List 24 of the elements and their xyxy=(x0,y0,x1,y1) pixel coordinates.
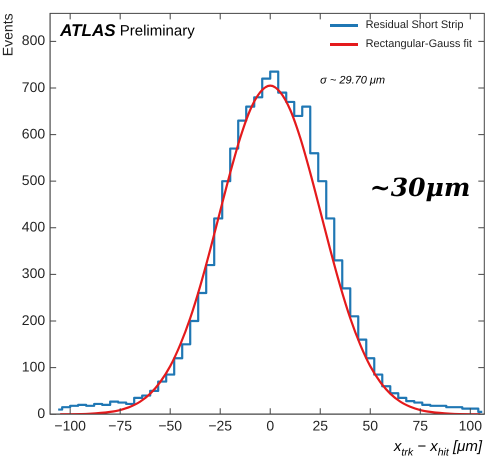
y-tick-label: 800 xyxy=(22,32,46,48)
x-tick-label: −100 xyxy=(54,417,86,434)
x-tick-label: 50 xyxy=(362,417,378,434)
annotation: ATLAS Preliminary xyxy=(59,21,196,40)
x-tick-label: 75 xyxy=(412,417,428,434)
legend-label: Rectangular-Gauss fit xyxy=(366,37,472,52)
x-tick-label: −25 xyxy=(208,417,232,434)
y-tick-label: 200 xyxy=(22,312,46,328)
annotation: σ ~ 29.70 μm xyxy=(320,74,386,86)
x-tick-label: 100 xyxy=(458,417,482,434)
annotation: ~30μm xyxy=(370,172,470,202)
y-tick-label: 0 xyxy=(37,405,46,422)
x-tick-label: −75 xyxy=(108,417,132,434)
y-tick-label: 500 xyxy=(22,172,46,188)
x-tick-label: 25 xyxy=(312,417,328,434)
y-tick-label: 100 xyxy=(22,358,46,374)
y-tick-label: 400 xyxy=(22,218,46,235)
y-tick-label: 700 xyxy=(22,78,46,95)
x-tick-label: −50 xyxy=(158,417,182,434)
y-tick-label: 600 xyxy=(22,125,46,142)
legend-label: Residual Short Strip xyxy=(366,18,464,33)
y-axis-title: Events xyxy=(0,13,16,56)
y-tick-label: 300 xyxy=(22,265,46,282)
x-tick-label: 0 xyxy=(266,417,274,434)
